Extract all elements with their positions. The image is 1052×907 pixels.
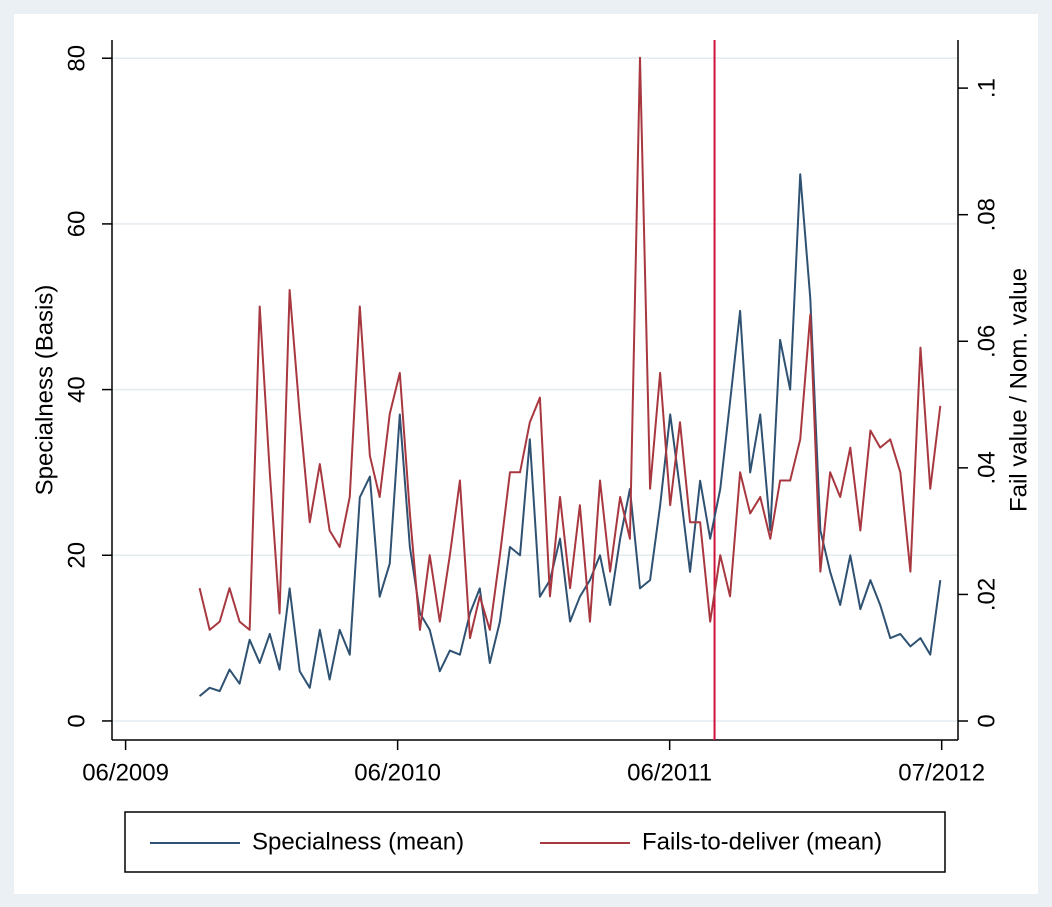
y-tick-label: 80	[63, 45, 90, 72]
y2-tick-label: .04	[973, 451, 1000, 484]
y2-axis-title: Fail value / Nom. value	[1005, 268, 1032, 512]
y-tick-label: 40	[63, 376, 90, 403]
x-tick-label: 06/2010	[354, 759, 441, 786]
x-tick-label: 06/2011	[627, 759, 712, 786]
data-line	[198, 56, 942, 640]
y2-tick-label: .02	[973, 578, 1000, 611]
legend-label: Specialness (mean)	[252, 828, 464, 855]
y2-tick-label: .06	[973, 325, 1000, 358]
legend-box	[124, 811, 946, 873]
x-tick-label: 07/2012	[898, 759, 985, 786]
y-tick-label: 20	[63, 542, 90, 569]
plot-layer: 0 20 40 60 80 0 .02 .04 .06 .08 .1 06/2009 06/2010 06…	[31, 40, 1032, 873]
y-tick-label: 60	[63, 211, 90, 238]
y-axis-title: Specialness (Basis)	[31, 285, 58, 496]
data-line	[198, 173, 942, 697]
legend-label: Fails-to-deliver (mean)	[642, 828, 882, 855]
x-tick-label: 06/2009	[82, 759, 169, 786]
y2-tick-label: .1	[973, 78, 1000, 98]
y-tick-label: 0	[63, 714, 90, 727]
y2-tick-label: .08	[973, 198, 1000, 231]
y2-tick-label: 0	[973, 714, 1000, 727]
